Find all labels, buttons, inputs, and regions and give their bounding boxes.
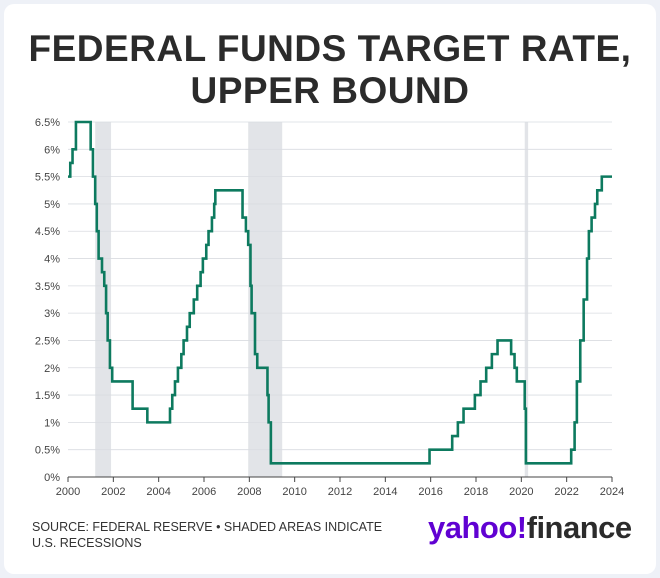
x-tick-label: 2010 (282, 486, 306, 498)
recession-band-0 (95, 122, 112, 477)
x-tick-label: 2006 (192, 486, 216, 498)
x-tick-label: 2000 (56, 486, 80, 498)
source-line-2: U.S. RECESSIONS (32, 536, 142, 550)
recession-bands (95, 122, 529, 477)
x-tick-label: 2024 (600, 486, 624, 498)
y-tick-label: 2.5% (35, 335, 60, 347)
logo-yahoo: yahoo (428, 510, 517, 545)
series-line-0 (68, 120, 612, 465)
y-tick-label: 4% (44, 254, 60, 266)
yahoo-finance-logo: yahoo!finance (428, 510, 632, 546)
y-tick-label: 6% (44, 144, 60, 156)
gridlines (68, 121, 612, 478)
y-tick-label: 3.5% (35, 281, 60, 293)
x-tick-label: 2014 (373, 486, 397, 498)
x-tick-label: 2022 (554, 486, 578, 498)
x-tick-label: 2004 (146, 486, 170, 498)
source-line-1: SOURCE: FEDERAL RESERVE • SHADED AREAS I… (32, 520, 383, 534)
y-tick-label: 2% (44, 363, 60, 375)
y-tick-label: 5% (44, 199, 60, 211)
chart-card (4, 4, 656, 574)
x-tick-label: 2016 (418, 486, 442, 498)
y-tick-label: 6.5% (35, 117, 60, 129)
y-tick-label: 0.5% (35, 445, 60, 457)
y-tick-label: 4.5% (35, 226, 60, 238)
series-lines (68, 120, 612, 465)
x-tick-label: 2018 (464, 486, 488, 498)
recession-band-1 (248, 122, 283, 477)
y-tick-label: 5.5% (35, 172, 60, 184)
title-line-2: UPPER BOUND (190, 70, 470, 111)
title-line-1: FEDERAL FUNDS TARGET RATE, (28, 28, 632, 69)
x-tick-label: 2008 (237, 486, 261, 498)
x-tick-label: 2012 (328, 486, 352, 498)
x-tick-label: 2002 (101, 486, 125, 498)
y-tick-label: 0% (44, 472, 60, 484)
y-tick-label: 1% (44, 417, 60, 429)
x-tick-label: 2020 (509, 486, 533, 498)
logo-finance: finance (526, 510, 633, 545)
logo-bang: ! (516, 510, 527, 545)
chart-title: FEDERAL FUNDS TARGET RATE, UPPER BOUND (0, 28, 660, 112)
recession-band-2 (524, 122, 529, 477)
y-axis-ticks: 0% 0.5% 1% 1.5% 2% 2.5% 3% 3.5% 4% 4.5% 5% 5.5% 6% 6.… (35, 117, 60, 484)
source-note: SOURCE: FEDERAL RESERVE • SHADED AREAS I… (32, 519, 412, 551)
y-tick-label: 3% (44, 308, 60, 320)
x-axis-ticks: 2000 2002 2004 2006 2008 2010 2012 2014 2016 2018… (56, 477, 624, 498)
y-tick-label: 1.5% (35, 390, 60, 402)
